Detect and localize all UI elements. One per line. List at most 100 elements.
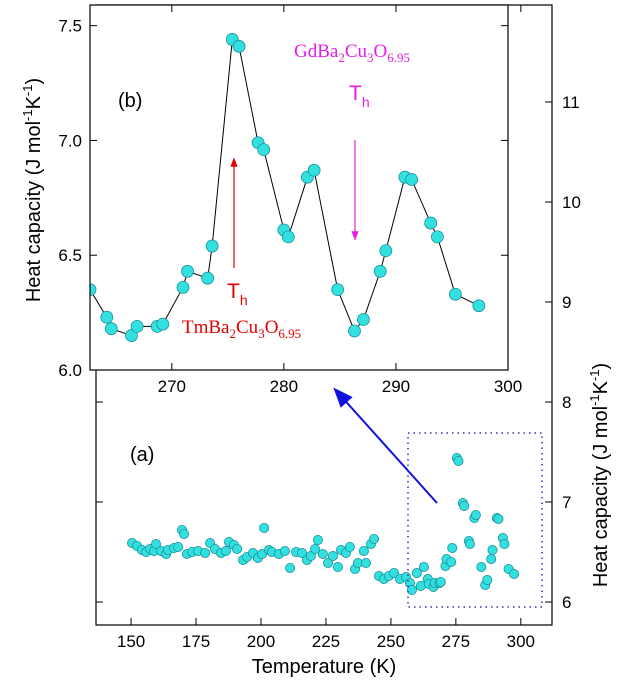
data-point — [332, 562, 343, 573]
marker-sub: h — [240, 292, 248, 308]
y-tick-label: 6.5 — [58, 246, 82, 265]
x-tick-label: 275 — [442, 632, 470, 651]
gd-formula: GdBa2Cu3O6.95 — [294, 41, 410, 65]
y-tick-label: 7.5 — [58, 17, 82, 36]
data-point — [281, 230, 295, 244]
x-tick-label: 175 — [182, 632, 210, 651]
data-point — [312, 535, 323, 546]
tm-formula: TmBa2Cu3O6.95 — [182, 317, 301, 341]
data-point — [405, 173, 419, 186]
data-point — [232, 39, 246, 53]
data-point — [151, 539, 162, 550]
zoom-box — [407, 432, 543, 608]
data-point — [220, 546, 231, 557]
data-point — [435, 577, 446, 588]
data-point — [130, 319, 144, 333]
data-point — [453, 455, 464, 466]
data-point — [447, 543, 458, 554]
main-panel: 150 175 200 225 250 275 300 6 7 8 9 10 11 (a) Temperat… — [95, 4, 612, 678]
y-title-part: ) — [23, 78, 45, 85]
data-point — [357, 313, 370, 326]
data-point — [470, 509, 481, 520]
formula-part: TmBa — [182, 317, 230, 338]
y-tick-label: 8 — [562, 393, 571, 412]
data-point — [360, 558, 371, 569]
data-point — [156, 317, 170, 331]
y-title-part: ) — [590, 363, 612, 370]
y-title-part: K — [590, 380, 612, 394]
formula-sub: 2 — [230, 326, 237, 341]
data-point — [205, 239, 219, 253]
data-point — [100, 310, 114, 324]
data-point — [499, 539, 510, 550]
formula-part: Cu — [236, 317, 259, 338]
formula-sub: 3 — [258, 326, 265, 341]
data-point — [331, 283, 345, 297]
y-tick-label: 10 — [562, 193, 581, 212]
formula-part: O — [374, 41, 388, 62]
data-point — [327, 551, 338, 562]
panel-label: (b) — [118, 90, 142, 112]
data-point — [257, 143, 271, 157]
zoom-arrow — [333, 387, 438, 504]
marker-sub: h — [362, 94, 370, 110]
data-point — [464, 539, 475, 550]
data-point — [201, 271, 215, 285]
y-title-part: Heat capacity (J mol — [590, 406, 612, 587]
y-tick-label: 6 — [562, 593, 571, 612]
data-point — [297, 548, 308, 559]
data-point — [486, 554, 497, 565]
inset-background — [90, 5, 508, 370]
formula-sub: 3 — [367, 50, 374, 65]
data-point — [482, 575, 493, 586]
x-tick-label: 270 — [158, 377, 186, 396]
data-point — [411, 568, 422, 579]
tm-marker: Th — [227, 280, 248, 308]
y-title-sup: -1 — [587, 394, 602, 406]
x-tick-label: 250 — [377, 632, 405, 651]
x-tick-label: 300 — [507, 632, 535, 651]
data-point — [323, 558, 334, 569]
data-point — [125, 329, 138, 342]
data-point — [310, 544, 321, 555]
x-tick-label: 225 — [312, 632, 340, 651]
data-point — [430, 230, 444, 244]
data-point — [389, 568, 400, 579]
data-point — [176, 280, 190, 294]
data-point — [104, 322, 118, 336]
data-point — [344, 542, 355, 553]
formula-part: O — [265, 317, 279, 338]
gd-marker: Th — [349, 82, 370, 110]
formula-sub: 6.95 — [278, 326, 301, 341]
data-point — [373, 264, 387, 278]
data-point — [317, 549, 328, 560]
data-point — [259, 523, 270, 534]
data-point — [487, 545, 498, 556]
formula-sub: 6.95 — [387, 50, 410, 65]
x-tick-label: 280 — [270, 377, 298, 396]
data-point — [379, 244, 393, 258]
data-point — [448, 287, 462, 301]
y-title-sup: -1 — [20, 85, 35, 97]
plot-area — [127, 452, 520, 596]
data-point — [418, 562, 429, 573]
x-tick-label: 290 — [382, 377, 410, 396]
y-tick-label: 7 — [562, 493, 571, 512]
y-tick-label: 9 — [562, 293, 571, 312]
marker-part: T — [349, 82, 362, 105]
y-axis-title: Heat capacity (J mol-1K-1) — [20, 78, 45, 302]
data-point — [358, 546, 369, 557]
formula-part: Cu — [345, 41, 368, 62]
plot-area — [90, 33, 486, 342]
data-point — [369, 534, 380, 545]
y-title-part: Heat capacity (J mol — [23, 121, 45, 302]
data-point — [173, 542, 184, 553]
y-title-sup: -1 — [587, 370, 602, 382]
x-axis-title: Temperature (K) — [252, 656, 397, 678]
x-tick-label: 200 — [247, 632, 275, 651]
y-title-sup: -1 — [20, 109, 35, 121]
x-tick-label: 150 — [117, 632, 145, 651]
data-point — [459, 500, 470, 511]
data-point — [279, 546, 290, 557]
